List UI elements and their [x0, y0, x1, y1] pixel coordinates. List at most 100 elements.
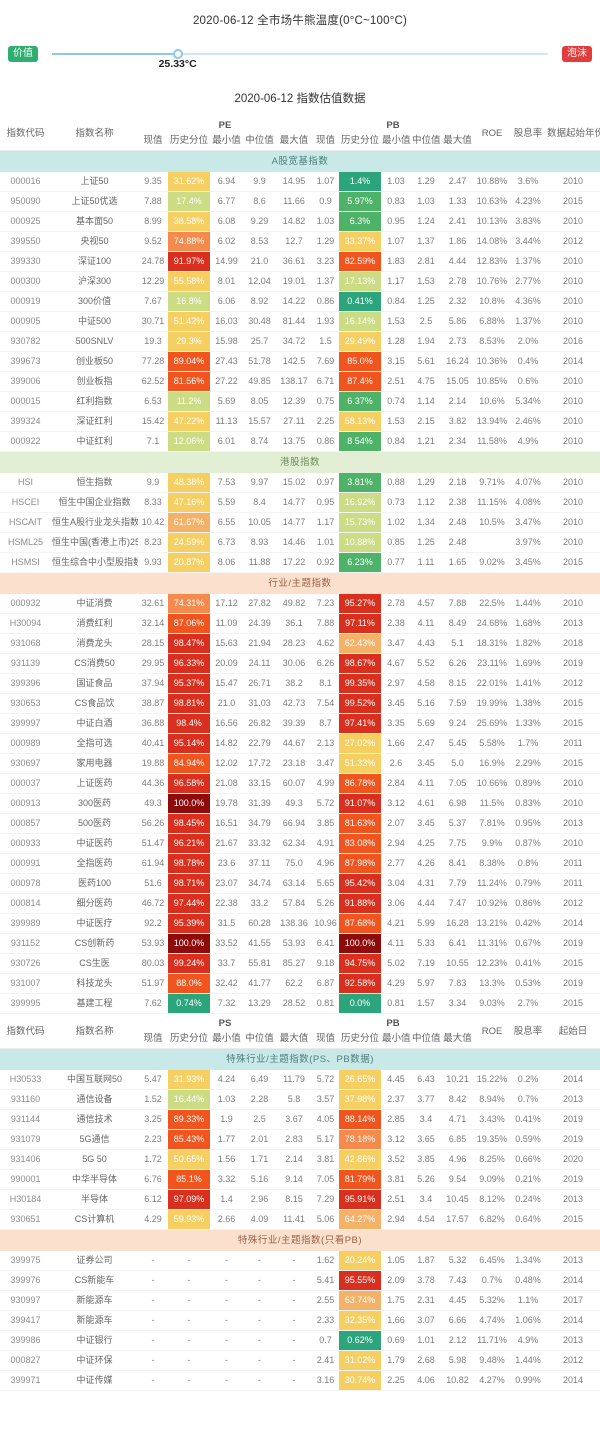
- cell-pe-percentile: 11.2%: [168, 391, 210, 412]
- cell-pe-max: -: [276, 1330, 312, 1351]
- column-subheader: 最小值: [381, 131, 411, 151]
- cell-pe-percentile: 20.87%: [168, 552, 210, 573]
- table-header-row: 指数代码 指数名称 PE PB ROE 股息率 数据起始年份: [0, 116, 600, 151]
- cell-pb-median: 1.12: [411, 492, 441, 513]
- cell-index-code: 399995: [0, 993, 51, 1014]
- cell-pe-median: 33.15: [243, 773, 276, 794]
- cell-pb-current: 5.65: [312, 873, 339, 894]
- cell-pe-percentile: 98.71%: [168, 873, 210, 894]
- cell-pe-max: 138.17: [276, 371, 312, 392]
- cell-pe-current: 7.1: [138, 431, 168, 452]
- cell-start-year: 2015: [546, 1209, 600, 1230]
- cell-pe-median: 8.05: [243, 391, 276, 412]
- cell-pe-current: 10.42: [138, 512, 168, 533]
- cell-pe-median: 2.96: [243, 1189, 276, 1210]
- cell-pb-percentile: 16.92%: [339, 492, 381, 513]
- cell-pb-current: 7.29: [312, 1189, 339, 1210]
- slider-handle[interactable]: [172, 49, 183, 59]
- cell-start-year: 2012: [546, 893, 600, 914]
- cell-index-code: 399396: [0, 673, 51, 694]
- cell-index-code: 930782: [0, 331, 51, 352]
- column-header: 股息率: [510, 116, 546, 151]
- cell-pe-percentile: 98.47%: [168, 633, 210, 654]
- cell-pb-current: 1.03: [312, 211, 339, 232]
- cell-index-code: H30094: [0, 613, 51, 634]
- cell-pb-percentile: 29.49%: [339, 331, 381, 352]
- cell-pb-min: 1.17: [381, 271, 411, 292]
- cell-pb-max: 2.47: [441, 172, 474, 192]
- cell-start-year: 2013: [546, 1089, 600, 1110]
- cell-pe-percentile: 87.06%: [168, 613, 210, 634]
- cell-roe: 10.66%: [474, 773, 510, 794]
- cell-pe-median: 5.16: [243, 1169, 276, 1190]
- cell-pe-max: 13.75: [276, 431, 312, 452]
- cell-pe-current: 32.14: [138, 613, 168, 634]
- cell-pe-max: 14.82: [276, 211, 312, 232]
- cell-pe-max: 23.18: [276, 753, 312, 774]
- cell-pb-max: 2.73: [441, 331, 474, 352]
- cell-pe-max: 15.02: [276, 473, 312, 493]
- cell-pb-current: 4.62: [312, 633, 339, 654]
- cell-index-code: 399006: [0, 371, 51, 392]
- cell-pb-percentile: 100.0%: [339, 933, 381, 954]
- cell-pe-min: 11.13: [210, 411, 243, 432]
- cell-index-name: CS计算机: [51, 1209, 138, 1230]
- cell-pe-min: 5.69: [210, 391, 243, 412]
- cell-pb-min: 1.05: [381, 1251, 411, 1271]
- cell-pb-max: 2.48: [441, 532, 474, 553]
- cell-pb-current: 0.86: [312, 291, 339, 312]
- cell-index-code: HSCEI: [0, 492, 51, 513]
- cell-dividend-yield: 0.48%: [510, 1270, 546, 1291]
- cell-pb-current: 4.05: [312, 1109, 339, 1130]
- cell-pe-percentile: 55.58%: [168, 271, 210, 292]
- cell-pb-current: 4.91: [312, 833, 339, 854]
- table-row: 399986 中证银行 - - - - -0.7 0.62% 0.69 1.01 2.12 11.71…: [0, 1330, 600, 1351]
- cell-dividend-yield: 1.41%: [510, 673, 546, 694]
- table-row: 399995 基建工程 7.62 0.74% 7.32 13.29 28.52 0.81 0.0…: [0, 993, 600, 1014]
- cell-dividend-yield: 1.34%: [510, 1251, 546, 1271]
- cell-pb-max: 16.28: [441, 913, 474, 934]
- cell-pe-current: 9.35: [138, 172, 168, 192]
- cell-pe-current: 29.95: [138, 653, 168, 674]
- cell-index-name: 中证消费: [51, 594, 138, 614]
- cell-pb-max: 2.14: [441, 391, 474, 412]
- cell-pe-current: 40.41: [138, 733, 168, 754]
- cell-pb-current: 8.7: [312, 713, 339, 734]
- cell-index-name: 消费红利: [51, 613, 138, 634]
- cell-start-year: 2010: [546, 473, 600, 493]
- cell-pe-median: 9.9: [243, 172, 276, 192]
- temperature-slider[interactable]: 25.33°C: [52, 44, 548, 70]
- cell-pe-min: -: [210, 1310, 243, 1331]
- cell-pb-current: 5.26: [312, 893, 339, 914]
- cell-index-code: 930651: [0, 1209, 51, 1230]
- cell-pe-percentile: -: [168, 1251, 210, 1271]
- cell-index-name: 300价值: [51, 291, 138, 312]
- cell-dividend-yield: 4.9%: [510, 1330, 546, 1351]
- cell-pb-current: 6.71: [312, 371, 339, 392]
- cell-pb-max: 6.41: [441, 933, 474, 954]
- table-row: 399324 深证红利 15.42 47.22% 11.13 15.57 27.11 2.25…: [0, 411, 600, 432]
- cell-pe-current: 8.33: [138, 492, 168, 513]
- cell-pe-max: -: [276, 1370, 312, 1391]
- cell-index-name: 上证医药: [51, 773, 138, 794]
- cell-pe-min: 8.01: [210, 271, 243, 292]
- cell-pb-min: 3.04: [381, 873, 411, 894]
- cell-pb-min: 2.94: [381, 1209, 411, 1230]
- table-subheader-row: 现值 历史分位 最小值 中位值 最大值 现值 历史分位 最小值 中位值 最大值: [0, 131, 600, 151]
- cell-pb-max: 5.37: [441, 813, 474, 834]
- cell-pe-max: 85.27: [276, 953, 312, 974]
- column-header: PS: [218, 1018, 232, 1029]
- cell-pe-percentile: 100.0%: [168, 933, 210, 954]
- cell-index-name: 深证100: [51, 251, 138, 272]
- cell-pe-median: 24.11: [243, 653, 276, 674]
- cell-pe-max: 8.15: [276, 1189, 312, 1210]
- cell-index-name: 新能源车: [51, 1310, 138, 1331]
- cell-pb-median: 3.07: [411, 1310, 441, 1331]
- cell-pb-current: 7.54: [312, 693, 339, 714]
- slider-track[interactable]: [52, 53, 548, 55]
- cell-pe-max: 138.36: [276, 913, 312, 934]
- cell-pe-percentile: 47.16%: [168, 492, 210, 513]
- cell-roe: 10.13%: [474, 211, 510, 232]
- cell-pb-median: 2.47: [411, 733, 441, 754]
- cell-pb-percentile: 5.97%: [339, 191, 381, 212]
